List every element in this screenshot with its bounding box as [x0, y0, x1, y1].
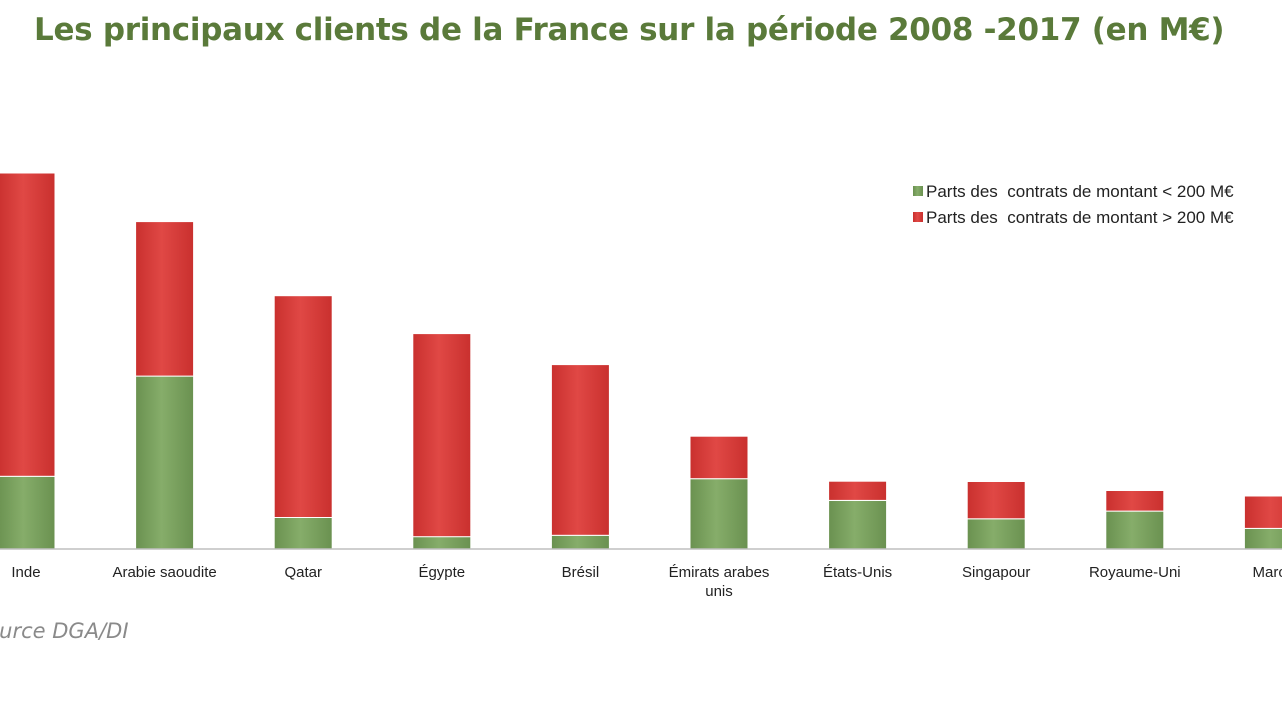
bar-small-contracts-9	[1243, 527, 1282, 550]
x-tick-label: Singapour	[962, 564, 1030, 581]
bar-small-contracts-5	[689, 478, 749, 550]
bar-large-contracts-6	[828, 480, 888, 501]
bar-small-contracts-1	[135, 375, 195, 550]
x-tick-label: Maroc	[1253, 564, 1282, 581]
bar-small-contracts-4	[550, 534, 610, 550]
bar-small-contracts-3	[412, 536, 472, 550]
bar-large-contracts-7	[966, 481, 1026, 520]
chart-title: Les principaux clients de la France sur …	[34, 12, 1225, 48]
bars-group	[0, 172, 1282, 550]
x-tick-label: États-Unis	[823, 564, 892, 581]
legend-label-small-contracts: Parts des contrats de montant < 200 M€	[926, 182, 1234, 201]
x-tick-label: Arabie saoudite	[112, 564, 216, 581]
x-tick-labels: Inde Arabie saoudite Qatar Égypte Brésil Émir…	[11, 564, 1282, 600]
bar-large-contracts-1	[135, 221, 195, 377]
x-tick-label: unis	[705, 583, 733, 600]
legend-swatch-small-contracts	[913, 186, 923, 196]
bar-small-contracts-8	[1105, 510, 1165, 550]
bar-large-contracts-4	[550, 364, 610, 536]
x-tick-label: Inde	[11, 564, 40, 581]
x-tick-label: Émirats arabes	[669, 564, 770, 581]
legend-label-large-contracts: Parts des contrats de montant > 200 M€	[926, 208, 1234, 227]
bar-small-contracts-2	[273, 516, 333, 550]
bar-large-contracts-8	[1105, 490, 1165, 512]
bar-large-contracts-0	[0, 172, 56, 477]
bar-small-contracts-6	[828, 499, 888, 550]
bar-large-contracts-5	[689, 435, 749, 480]
x-tick-label: Qatar	[284, 564, 322, 581]
legend-swatch-large-contracts	[913, 212, 923, 222]
bar-small-contracts-0	[0, 475, 56, 550]
x-tick-label: Royaume-Uni	[1089, 564, 1181, 581]
bar-small-contracts-7	[966, 518, 1026, 550]
source-note: Source DGA/DI	[0, 619, 129, 643]
bar-large-contracts-9	[1243, 495, 1282, 529]
x-tick-label: Brésil	[562, 564, 600, 581]
x-tick-label: Égypte	[418, 564, 465, 581]
bar-large-contracts-2	[273, 295, 333, 519]
bar-large-contracts-3	[412, 333, 472, 538]
legend: Parts des contrats de montant < 200 M€ Pa…	[913, 182, 1234, 227]
